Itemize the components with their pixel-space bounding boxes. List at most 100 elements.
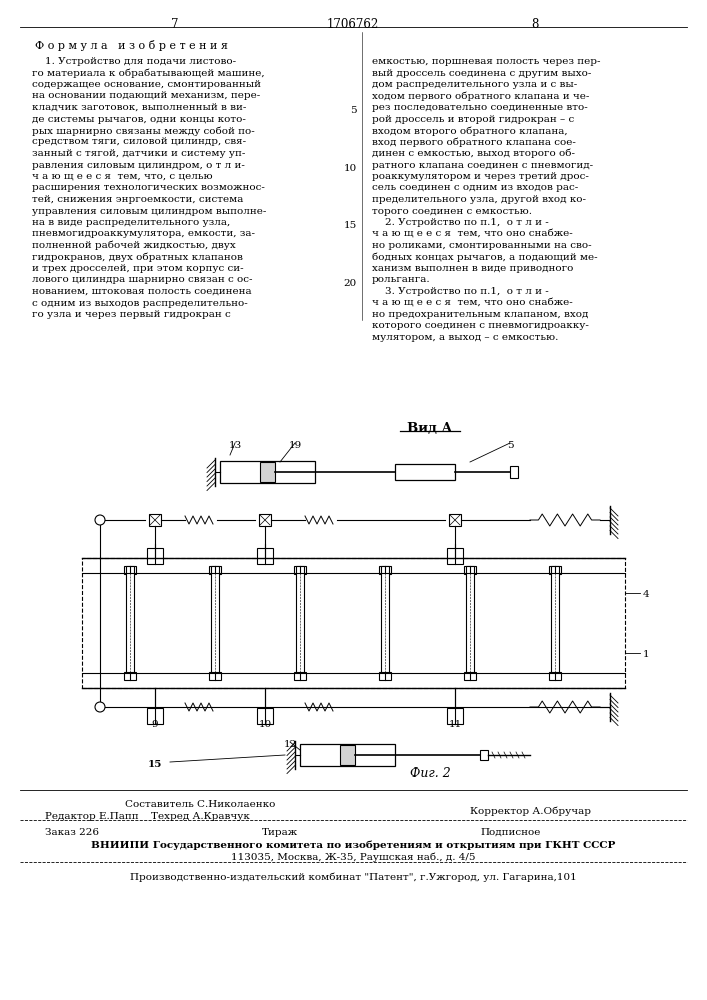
Text: и трех дросселей, при этом корпус си-: и трех дросселей, при этом корпус си-	[32, 264, 244, 273]
Text: пределительного узла, другой вход ко-: пределительного узла, другой вход ко-	[372, 195, 586, 204]
Bar	[379, 672, 391, 680]
Text: сель соединен с одним из входов рас-: сель соединен с одним из входов рас-	[372, 184, 578, 192]
Text: 20: 20	[344, 279, 357, 288]
Bar	[447, 548, 463, 564]
Text: 2. Устройство по п.1,  о т л и -: 2. Устройство по п.1, о т л и -	[372, 218, 549, 227]
Text: ч а ю щ е е с я  тем, что, с целью: ч а ю щ е е с я тем, что, с целью	[32, 172, 213, 181]
Text: равления силовым цилиндром, о т л и-: равления силовым цилиндром, о т л и-	[32, 160, 245, 169]
Bar	[209, 566, 221, 574]
Bar	[549, 566, 561, 574]
Text: рой дроссель и второй гидрокран – с: рой дроссель и второй гидрокран – с	[372, 114, 574, 123]
Text: вый дроссель соединена с другим выхо-: вый дроссель соединена с другим выхо-	[372, 68, 591, 78]
Text: динен с емкостью, выход второго об-: динен с емкостью, выход второго об-	[372, 149, 575, 158]
Text: де системы рычагов, одни концы кото-: де системы рычагов, одни концы кото-	[32, 114, 246, 123]
Text: занный с тягой, датчики и систему уп-: занный с тягой, датчики и систему уп-	[32, 149, 245, 158]
Text: Подписное: Подписное	[480, 828, 540, 837]
Text: Фиг. 2: Фиг. 2	[409, 767, 450, 780]
Text: тей, снижения энргоемкости, система: тей, снижения энргоемкости, система	[32, 195, 243, 204]
Bar	[395, 464, 455, 480]
Text: Составитель С.Николаенко: Составитель С.Николаенко	[125, 800, 275, 809]
Text: ратного клапана соединен с пневмогид-: ратного клапана соединен с пневмогид-	[372, 160, 593, 169]
Text: 1. Устройство для подачи листово-: 1. Устройство для подачи листово-	[32, 57, 236, 66]
Text: Редактор Е.Папп: Редактор Е.Папп	[45, 812, 139, 821]
Bar	[82, 558, 625, 688]
Text: вход первого обратного клапана сое-: вход первого обратного клапана сое-	[372, 137, 576, 147]
Text: кладчик заготовок, выполненный в ви-: кладчик заготовок, выполненный в ви-	[32, 103, 246, 112]
Bar	[510, 466, 518, 478]
Text: нованием, штоковая полость соединена: нованием, штоковая полость соединена	[32, 287, 252, 296]
Text: 11: 11	[448, 720, 462, 729]
Text: ч а ю щ е е с я  тем, что оно снабже-: ч а ю щ е е с я тем, что оно снабже-	[372, 298, 573, 308]
Circle shape	[95, 515, 105, 525]
Bar	[147, 548, 163, 564]
Text: Тираж: Тираж	[262, 828, 298, 837]
Text: мулятором, а выход – с емкостью.: мулятором, а выход – с емкостью.	[372, 333, 559, 342]
Text: Ф о р м у л а   и з о б р е т е н и я: Ф о р м у л а и з о б р е т е н и я	[35, 40, 228, 51]
Text: бодных концах рычагов, а подающий ме-: бодных концах рычагов, а подающий ме-	[372, 252, 597, 262]
Text: Вид А: Вид А	[407, 422, 452, 435]
Bar	[294, 566, 306, 574]
Bar	[259, 514, 271, 526]
Text: ханизм выполнен в виде приводного: ханизм выполнен в виде приводного	[372, 264, 573, 273]
Text: торого соединен с емкостью.: торого соединен с емкостью.	[372, 207, 532, 216]
Bar	[549, 672, 561, 680]
Text: емкостью, поршневая полость через пер-: емкостью, поршневая полость через пер-	[372, 57, 600, 66]
Bar	[124, 566, 136, 574]
Bar	[220, 461, 315, 483]
Text: Заказ 226: Заказ 226	[45, 828, 99, 837]
Bar	[149, 514, 161, 526]
Text: го материала к обрабатывающей машине,: го материала к обрабатывающей машине,	[32, 68, 264, 78]
Bar	[294, 672, 306, 680]
Bar	[381, 566, 389, 676]
Text: рольганга.: рольганга.	[372, 275, 431, 284]
Text: лового цилиндра шарнирно связан с ос-: лового цилиндра шарнирно связан с ос-	[32, 275, 252, 284]
Text: роаккумулятором и через третий дрос-: роаккумулятором и через третий дрос-	[372, 172, 589, 181]
Text: 13: 13	[228, 441, 242, 450]
Text: с одним из выходов распределительно-: с одним из выходов распределительно-	[32, 298, 247, 308]
Text: 8: 8	[532, 18, 539, 31]
Text: 12: 12	[284, 740, 297, 749]
Text: 10: 10	[258, 720, 271, 729]
Text: рез последовательно соединенные вто-: рез последовательно соединенные вто-	[372, 103, 588, 112]
Text: Техред А.Кравчук: Техред А.Кравчук	[151, 812, 250, 821]
Text: 15: 15	[344, 221, 357, 230]
Bar	[464, 566, 476, 574]
Text: которого соединен с пневмогидроакку-: которого соединен с пневмогидроакку-	[372, 322, 589, 330]
Circle shape	[95, 702, 105, 712]
Text: средством тяги, силовой цилиндр, свя-: средством тяги, силовой цилиндр, свя-	[32, 137, 246, 146]
Text: на в виде распределительного узла,: на в виде распределительного узла,	[32, 218, 230, 227]
Bar	[466, 566, 474, 676]
Text: 1: 1	[643, 650, 650, 659]
Text: расширения технологических возможнос-: расширения технологических возможнос-	[32, 184, 265, 192]
Text: содержащее основание, смонтированный: содержащее основание, смонтированный	[32, 80, 261, 89]
Bar	[551, 566, 559, 676]
Text: 7: 7	[171, 18, 179, 31]
Bar	[147, 708, 163, 724]
Text: ч а ю щ е е с я  тем, что оно снабже-: ч а ю щ е е с я тем, что оно снабже-	[372, 230, 573, 238]
Text: 113035, Москва, Ж-35, Раушская наб., д. 4/5: 113035, Москва, Ж-35, Раушская наб., д. …	[230, 852, 475, 861]
Bar	[257, 548, 273, 564]
Text: 9: 9	[152, 720, 158, 729]
Bar	[300, 744, 395, 766]
Text: рых шарнирно связаны между собой по-: рых шарнирно связаны между собой по-	[32, 126, 255, 135]
Bar	[296, 566, 304, 676]
Bar	[480, 750, 488, 760]
Text: на основании подающий механизм, пере-: на основании подающий механизм, пере-	[32, 92, 260, 101]
Text: гидрокранов, двух обратных клапанов: гидрокранов, двух обратных клапанов	[32, 252, 243, 262]
Text: Производственно-издательский комбинат "Патент", г.Ужгород, ул. Гагарина,101: Производственно-издательский комбинат "П…	[129, 873, 576, 882]
Text: полненной рабочей жидкостью, двух: полненной рабочей жидкостью, двух	[32, 241, 235, 250]
Text: 4: 4	[643, 590, 650, 599]
Text: но предохранительным клапаном, вход: но предохранительным клапаном, вход	[372, 310, 588, 319]
Text: ходом первого обратного клапана и че-: ходом первого обратного клапана и че-	[372, 92, 590, 101]
Text: 19: 19	[288, 441, 302, 450]
Bar	[340, 745, 355, 765]
Text: но роликами, смонтированными на сво-: но роликами, смонтированными на сво-	[372, 241, 592, 250]
Bar	[209, 672, 221, 680]
Text: пневмогидроаккумулятора, емкости, за-: пневмогидроаккумулятора, емкости, за-	[32, 230, 255, 238]
Text: 5: 5	[507, 441, 513, 450]
Bar	[126, 566, 134, 676]
Bar	[464, 672, 476, 680]
Bar	[379, 566, 391, 574]
Text: управления силовым цилиндром выполне-: управления силовым цилиндром выполне-	[32, 207, 267, 216]
Text: дом распределительного узла и с вы-: дом распределительного узла и с вы-	[372, 80, 577, 89]
